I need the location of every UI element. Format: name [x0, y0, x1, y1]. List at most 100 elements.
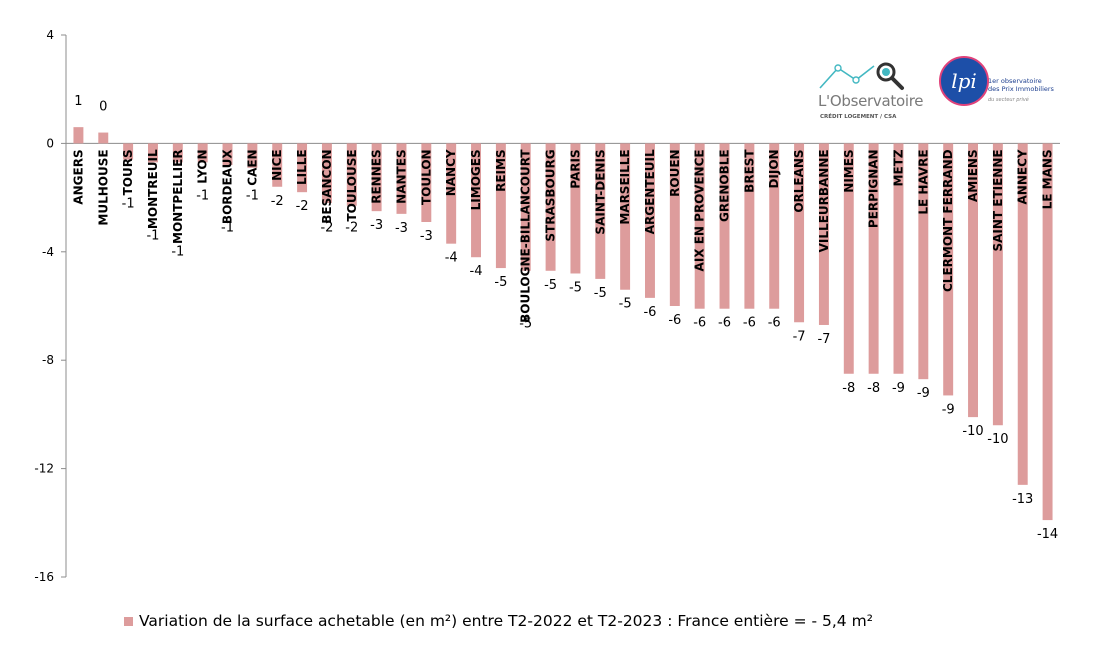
data-label: -1	[171, 244, 184, 259]
category-label: NANCY	[444, 149, 458, 196]
bar	[843, 143, 854, 374]
data-label: -1	[196, 188, 209, 203]
category-label: MULHOUSE	[96, 149, 110, 225]
bar	[794, 143, 805, 323]
data-label: -6	[643, 305, 656, 320]
bar	[570, 143, 581, 274]
data-label: -5	[569, 280, 582, 295]
data-label: -6	[693, 316, 706, 331]
bar	[868, 143, 879, 374]
category-label: NICE	[270, 149, 284, 181]
category-label: AIX EN PROVENCE	[693, 149, 707, 271]
data-label: -5	[519, 316, 532, 331]
bar	[744, 143, 755, 309]
data-label: -1	[146, 228, 159, 243]
legend-label: Variation de la surface achetable (en m²…	[139, 612, 873, 630]
bar	[1017, 143, 1028, 485]
category-label: MARSEILLE	[618, 149, 632, 224]
bar	[719, 143, 730, 309]
data-label: -6	[743, 316, 756, 331]
bar	[645, 143, 655, 298]
category-label: STRASBOURG	[544, 149, 558, 241]
data-label: -1	[221, 220, 234, 235]
category-label: GRENOBLE	[718, 149, 732, 222]
data-label: -10	[962, 424, 983, 439]
lpi-logo: lpi 1er observatoire des Prix Immobilier…	[938, 55, 1063, 125]
data-label: -1	[246, 188, 259, 203]
bar	[396, 143, 407, 214]
category-label: CAEN	[245, 149, 259, 185]
bar	[992, 143, 1003, 426]
bar	[545, 143, 556, 271]
data-label: -6	[668, 313, 681, 328]
category-label: BREST	[742, 149, 756, 193]
bar	[371, 143, 382, 212]
bar	[669, 143, 680, 306]
data-label: -5	[544, 278, 557, 293]
data-label: 0	[99, 100, 107, 115]
category-label: ROUEN	[668, 149, 682, 196]
data-label: -8	[867, 381, 880, 396]
category-label: MONTREUIL	[146, 149, 160, 229]
bar	[421, 143, 432, 222]
category-label: DIJON	[767, 149, 781, 188]
category-label: TOURS	[121, 149, 135, 195]
bar	[620, 143, 631, 290]
data-label: -3	[420, 229, 433, 244]
lpi-text-line-1: 1er observatoire	[988, 77, 1042, 85]
bar	[1042, 143, 1053, 521]
data-label: -7	[817, 332, 830, 347]
category-label: TOULOUSE	[345, 149, 359, 221]
bar	[247, 143, 258, 168]
bar	[446, 143, 457, 244]
data-label: -5	[619, 297, 632, 312]
lpi-text-line-2: des Prix Immobiliers	[988, 85, 1054, 93]
y-tick-label: 4	[46, 28, 54, 42]
data-label: -4	[470, 264, 483, 279]
bar	[73, 127, 84, 144]
category-label: ANGERS	[71, 149, 85, 204]
category-label: VILLEURBANNE	[817, 149, 831, 252]
data-label: -6	[718, 316, 731, 331]
category-label: METZ	[891, 149, 905, 186]
category-label: ARGENTEUIL	[643, 149, 657, 234]
category-label: NIMES	[842, 149, 856, 192]
bar	[495, 143, 506, 269]
data-label: -13	[1012, 492, 1033, 507]
bar	[297, 143, 308, 193]
category-label: TOULON	[419, 149, 433, 205]
category-label: LIMOGES	[469, 149, 483, 210]
data-label: -10	[987, 432, 1008, 447]
category-label: BESANCON	[320, 149, 334, 223]
y-tick-label: -12	[34, 462, 54, 476]
data-label: -7	[793, 329, 806, 344]
data-label: -9	[917, 386, 930, 401]
data-label: -2	[296, 199, 309, 214]
data-label: -3	[395, 221, 408, 236]
lpi-badge-icon: lpi	[939, 56, 989, 106]
bar	[197, 143, 208, 163]
category-label: CLERMONT FERRAND	[941, 149, 955, 292]
bar	[222, 143, 233, 166]
bar	[471, 143, 481, 258]
lpi-text-line-3: du secteur privé	[988, 97, 1029, 103]
data-label: -2	[320, 220, 333, 235]
y-tick-label: -4	[42, 245, 54, 259]
data-label: -3	[370, 218, 383, 233]
data-label: -5	[594, 286, 607, 301]
category-label: LE MANS	[1041, 149, 1055, 209]
category-label: PERPIGNAN	[867, 149, 881, 228]
bar	[148, 143, 158, 163]
data-label: -6	[768, 316, 781, 331]
bar	[172, 143, 183, 163]
category-label: RENNES	[370, 149, 384, 203]
category-label: ORLEANS	[792, 149, 806, 212]
legend: Variation de la surface achetable (en m²…	[124, 611, 873, 631]
bar	[818, 143, 829, 325]
data-label: -9	[942, 402, 955, 417]
category-label: REIMS	[494, 149, 508, 192]
lpi-text: 1er observatoire des Prix Immobiliers	[988, 77, 1054, 93]
y-tick-label: -16	[34, 570, 54, 584]
bar	[595, 143, 606, 279]
